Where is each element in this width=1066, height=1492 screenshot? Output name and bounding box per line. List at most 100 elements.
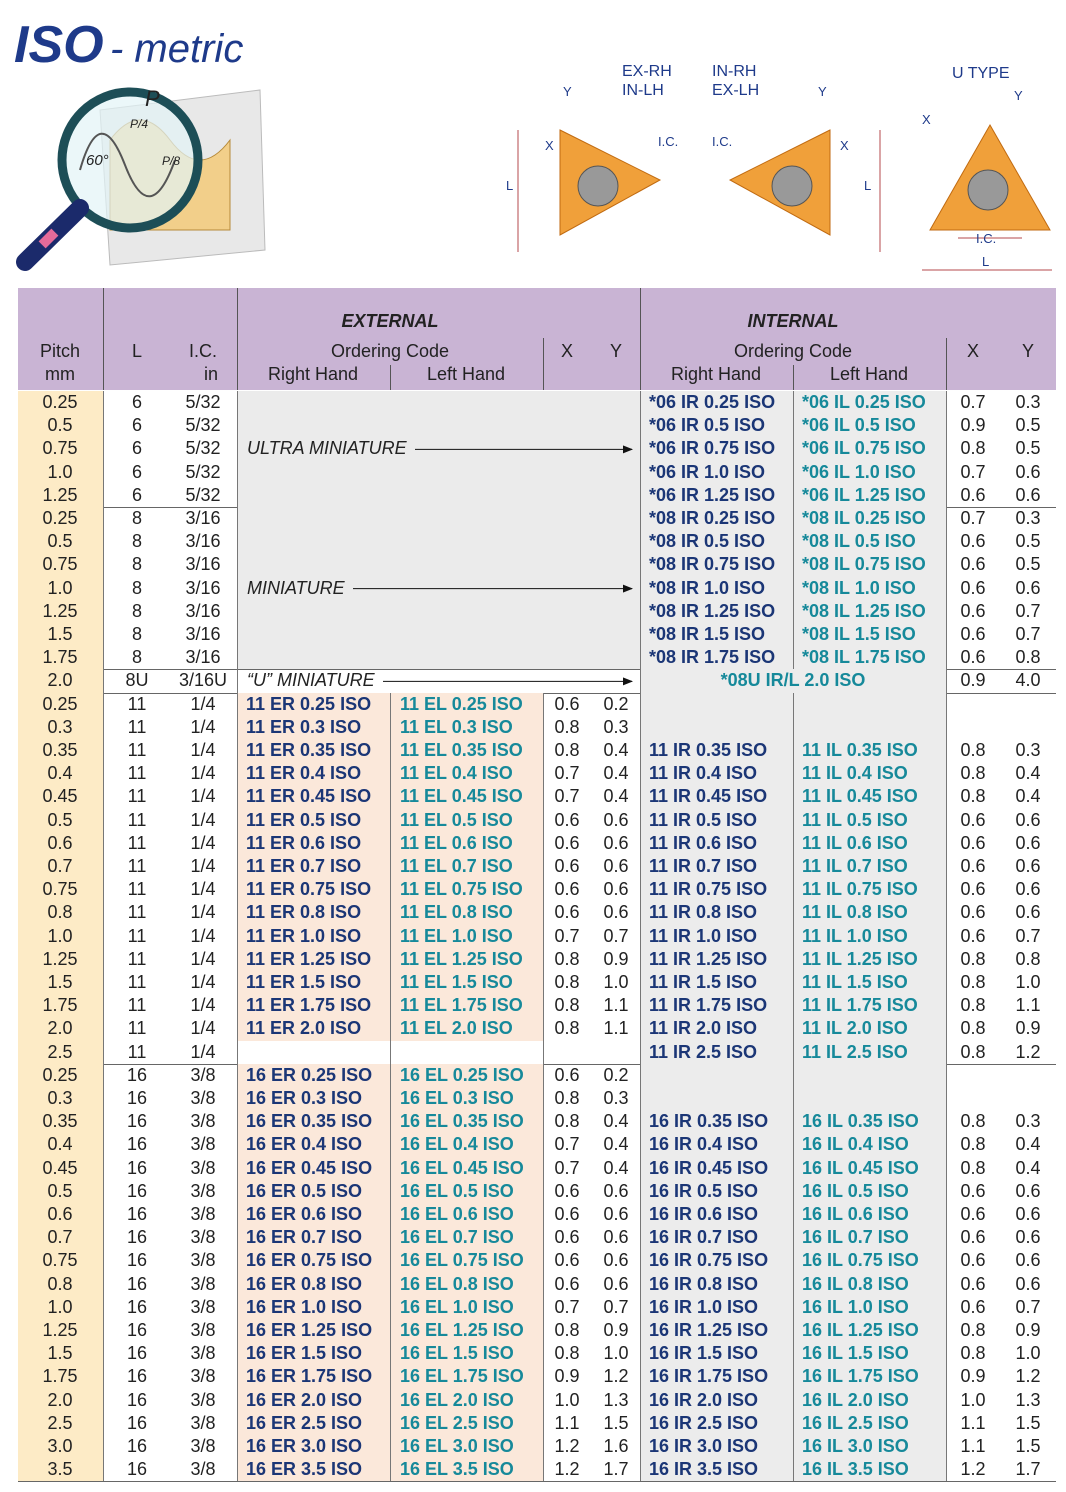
size-l: 11: [127, 809, 147, 830]
code-il: *06 IL 0.75 ISO: [802, 438, 926, 459]
int-x: 0.7: [960, 461, 986, 482]
code-il: 16 IL 0.4 ISO: [802, 1134, 909, 1155]
code-ir: 16 IR 1.5 ISO: [649, 1343, 759, 1364]
col-header: Y: [609, 341, 622, 361]
rule: [793, 1411, 794, 1436]
code-il: 16 IL 0.45 ISO: [802, 1157, 919, 1178]
code-el: 11 EL 0.6 ISO: [400, 832, 513, 853]
ext-x: 0.6: [554, 1273, 580, 1294]
cell-bg: [18, 1342, 103, 1366]
int-x: 0.6: [960, 925, 986, 946]
rule: [793, 391, 794, 415]
pitch: 0.5: [47, 531, 73, 552]
pitch: 0.8: [47, 1273, 73, 1294]
rule: [640, 391, 641, 415]
size-l: 16: [126, 1459, 148, 1480]
rule: [237, 460, 238, 485]
code-il: 16 IL 3.5 ISO: [802, 1459, 909, 1480]
size-l: 16: [126, 1157, 148, 1178]
ext-y: 0.4: [603, 1111, 629, 1132]
pitch: 0.3: [47, 716, 73, 737]
cell-bg: [18, 1295, 103, 1320]
rule: [793, 623, 794, 647]
int-y: 0.4: [1015, 1157, 1041, 1178]
label: L: [982, 254, 989, 269]
rule: [237, 901, 238, 926]
rule: [640, 878, 641, 902]
label: EX-RH: [622, 63, 672, 80]
rule: [103, 1272, 104, 1297]
rule: [793, 1203, 794, 1227]
ext-x: 0.8: [554, 972, 580, 992]
ext-x: 0.8: [554, 948, 580, 969]
size-l: 16: [126, 1250, 148, 1271]
int-x: 0.6: [960, 554, 986, 575]
rule: [946, 623, 947, 647]
rule: [946, 808, 947, 833]
rule: [946, 1156, 947, 1181]
rule: [103, 692, 104, 717]
rule: [103, 1110, 104, 1134]
int-y: 0.3: [1015, 1111, 1041, 1132]
int-x: 0.8: [960, 438, 986, 459]
rule: [946, 669, 947, 694]
rule: [543, 1319, 544, 1343]
rule: [946, 414, 947, 438]
code-er: 16 ER 2.5 ISO: [246, 1412, 363, 1433]
table-header: [18, 288, 1056, 390]
rule: [793, 365, 794, 390]
pitch: 2.5: [47, 1041, 73, 1062]
rule: [543, 1203, 544, 1227]
cell-bg: [237, 599, 640, 624]
rule: [640, 288, 641, 390]
rule: [237, 924, 238, 949]
rule: [793, 414, 794, 438]
size-l: 8: [131, 600, 142, 621]
rule: [946, 391, 947, 415]
rule: [946, 1040, 947, 1065]
rule: [793, 1110, 794, 1134]
label: 60°: [86, 152, 109, 169]
rule: [103, 1133, 104, 1158]
rule: [640, 785, 641, 810]
pitch: 1.0: [47, 577, 73, 598]
ext-x: 0.6: [554, 1180, 580, 1201]
rule: [640, 1249, 641, 1274]
ext-y: 1.3: [603, 1389, 629, 1410]
group-note: MINIATURE: [247, 577, 345, 598]
rule: [543, 808, 544, 833]
code-ir: *08 IR 1.5 ISO: [649, 624, 766, 644]
pitch: 0.4: [47, 763, 73, 784]
rule: [237, 437, 238, 462]
rule: [103, 994, 104, 1018]
code-il: 11 IL 2.0 ISO: [802, 1018, 908, 1039]
code-il: 11 IL 0.5 ISO: [802, 809, 908, 830]
ic: 3/16: [185, 647, 221, 668]
size-l: 16: [126, 1412, 148, 1433]
rule: [237, 483, 238, 508]
code-el: 16 EL 0.3 ISO: [400, 1088, 514, 1108]
rule: [237, 288, 238, 390]
rule: [103, 553, 104, 578]
int-x: 0.6: [960, 832, 986, 853]
rule: [237, 576, 238, 601]
rule: [103, 437, 104, 462]
code-il: 11 IL 0.8 ISO: [802, 902, 908, 923]
size-l: 11: [127, 1041, 147, 1062]
rule: [237, 1226, 238, 1250]
rule: [103, 599, 104, 624]
rule: [237, 1017, 238, 1042]
code-il: 16 IL 1.75 ISO: [802, 1366, 919, 1387]
label: Y: [818, 84, 827, 99]
rule: [946, 1110, 947, 1134]
size-l: 11: [127, 832, 147, 853]
pitch: 1.5: [47, 1343, 73, 1364]
code-ir: 16 IR 0.35 ISO: [649, 1111, 769, 1132]
size-l: 11: [127, 716, 147, 737]
int-y: 1.5: [1015, 1412, 1041, 1433]
rule: [543, 1063, 544, 1088]
label: P/8: [162, 154, 180, 168]
rule: [543, 1040, 544, 1065]
rule: [793, 1295, 794, 1320]
ic: 3/8: [190, 1343, 216, 1364]
